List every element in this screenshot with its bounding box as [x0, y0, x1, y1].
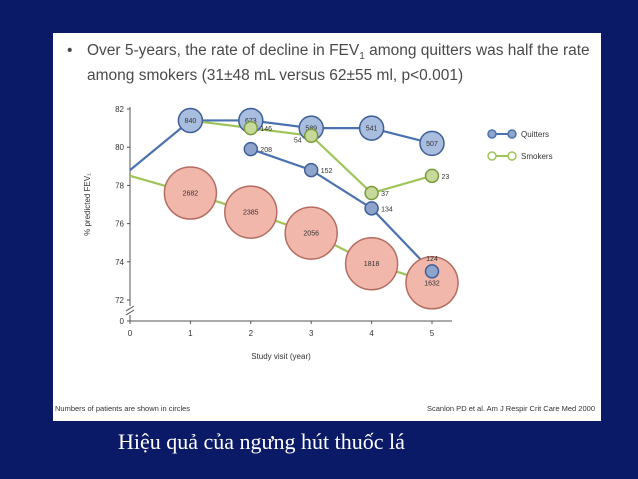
y-tick-label: 82 — [115, 105, 124, 114]
data-point-count: 840 — [185, 118, 197, 125]
data-point-count: 152 — [321, 168, 333, 175]
bullet-subscript: 1 — [359, 51, 365, 63]
data-point-count: 54 — [294, 138, 302, 145]
data-point-count: 2385 — [243, 210, 259, 217]
slide-caption: Hiệu quả của ngưng hút thuốc lá — [118, 429, 405, 454]
series-line — [250, 148, 433, 273]
bullet-text-part1: Over 5-years, the rate of decline in FEV — [87, 42, 360, 59]
data-point-bubble — [364, 185, 379, 201]
data-point-count: 1632 — [424, 280, 440, 287]
y-tick-label: 74 — [115, 258, 124, 267]
y-axis-label: % predicted FEV₁ — [83, 173, 92, 236]
bullet-text-part2: among quitters was half the rate among s… — [87, 42, 590, 85]
legend-marker — [487, 129, 497, 139]
legend-marker — [487, 151, 497, 161]
data-point-bubble — [424, 264, 440, 279]
y-tick-label: 72 — [115, 296, 124, 305]
data-point-count: 1818 — [364, 261, 380, 268]
y-axis-break-mark — [125, 309, 135, 316]
x-tick-label: 3 — [309, 329, 314, 338]
y-tick-label: 0 — [120, 317, 125, 326]
data-point-bubble — [303, 162, 319, 178]
data-point-bubble — [163, 166, 218, 220]
data-point-count: 541 — [366, 126, 378, 133]
legend-label: Smokers — [521, 152, 553, 161]
data-point-bubble — [284, 206, 338, 260]
series-bubbles: 8406735895415071465437232682238520561818… — [163, 107, 459, 310]
slide-content-panel: • Over 5-years, the rate of decline in F… — [53, 33, 601, 421]
data-point-bubble — [303, 128, 319, 143]
data-point-bubble — [243, 141, 259, 157]
y-axis-break-mark — [125, 305, 135, 312]
data-point-count: 134 — [381, 206, 393, 213]
data-point-count: 23 — [442, 174, 450, 181]
data-point-bubble — [344, 236, 399, 291]
y-tick-label: 76 — [115, 220, 124, 229]
chart-legend: Quitters Smokers — [487, 129, 553, 161]
footnote-citation: Scanlon PD et al. Am J Respir Crit Care … — [427, 404, 595, 413]
x-tick-label: 1 — [188, 329, 193, 338]
bullet-marker: • — [67, 42, 73, 59]
footnote-patients-note: Numbers of patients are shown in circles — [55, 404, 191, 413]
legend-marker — [507, 129, 517, 139]
legend-label: Quitters — [521, 130, 549, 139]
y-tick-label: 78 — [115, 181, 124, 190]
x-tick-label: 5 — [430, 329, 435, 338]
series-line — [129, 119, 433, 171]
data-point-count: 124 — [426, 256, 438, 263]
data-point-bubble — [424, 168, 440, 184]
data-point-bubble — [224, 185, 278, 239]
legend-marker — [507, 151, 517, 161]
x-tick-label: 4 — [369, 329, 374, 338]
y-tick-label: 80 — [115, 143, 124, 152]
data-point-bubble — [405, 256, 459, 310]
data-point-bubble — [177, 107, 204, 134]
x-axis-label: Study visit (year) — [251, 352, 311, 361]
bullet-text: • Over 5-years, the rate of decline in F… — [67, 41, 592, 85]
data-point-bubble — [358, 115, 385, 141]
data-point-bubble — [364, 201, 379, 216]
data-point-count: 208 — [260, 147, 272, 154]
data-point-bubble — [419, 130, 445, 157]
x-tick-label: 0 — [128, 329, 133, 338]
data-point-count: 146 — [260, 126, 272, 133]
data-point-count: 37 — [381, 191, 389, 198]
data-point-bubble — [243, 120, 259, 136]
data-point-count: 2682 — [183, 191, 199, 198]
data-point-count: 2056 — [303, 231, 319, 238]
data-point-count: 507 — [426, 141, 438, 148]
x-tick-label: 2 — [249, 329, 254, 338]
